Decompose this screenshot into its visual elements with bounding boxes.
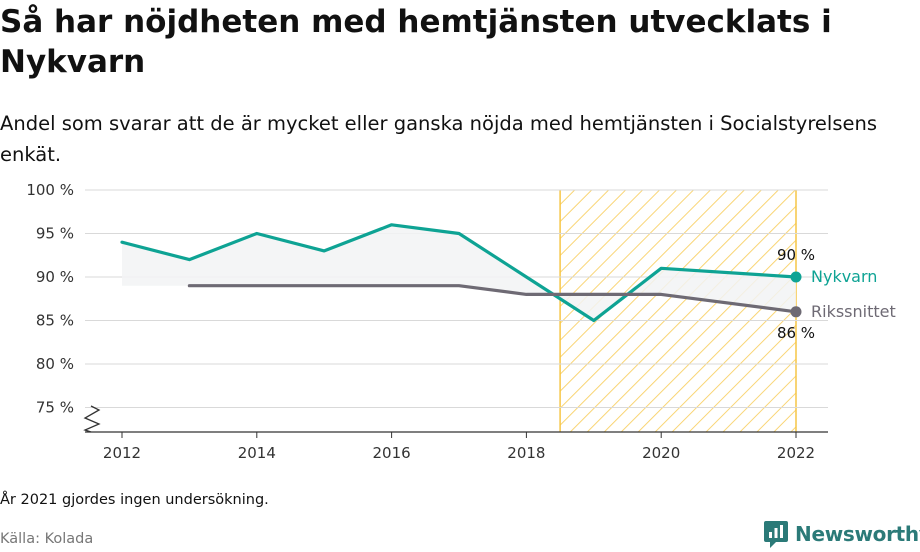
source-text: Källa: Kolada [0,531,94,547]
y-tick-label: 85 % [36,312,74,330]
y-tick-label: 75 % [36,399,74,417]
x-tick-label: 2016 [373,444,411,462]
series-name-label: Nykvarn [811,267,877,286]
series-name-label: Rikssnittet [811,302,896,321]
chart-title: Så har nöjdheten med hemtjänsten utveckl… [0,4,832,80]
x-tick-label: 2020 [642,444,680,462]
chart-subtitle: Andel som svarar att de är mycket eller … [0,112,878,166]
series-line-rikssnittet [187,284,798,314]
x-tick-label: 2022 [777,444,815,462]
difference-area [122,224,796,321]
y-tick-label: 100 % [26,181,74,199]
x-tick-label: 2018 [507,444,545,462]
line-chart: 75 % 80 % 85 % 90 % 95 % 100 % 2012 2014 2016 20… [26,181,896,462]
x-tick-label: 2014 [238,444,276,462]
footnote: År 2021 gjordes ingen undersökning. [0,492,269,508]
series-value-label: 90 % [777,246,815,264]
series-end-point [790,271,802,283]
series-end-point [790,306,802,318]
axis-break-icon [83,405,101,433]
y-tick-label: 95 % [36,225,74,243]
y-tick-label: 80 % [36,355,74,373]
brand-logo: Newsworthy [763,519,920,549]
y-tick-label: 90 % [36,268,74,286]
brand-name: Newsworthy [795,522,920,546]
newsworthy-icon [764,521,788,548]
x-tick-label: 2012 [103,444,141,462]
series-value-label: 86 % [777,324,815,342]
